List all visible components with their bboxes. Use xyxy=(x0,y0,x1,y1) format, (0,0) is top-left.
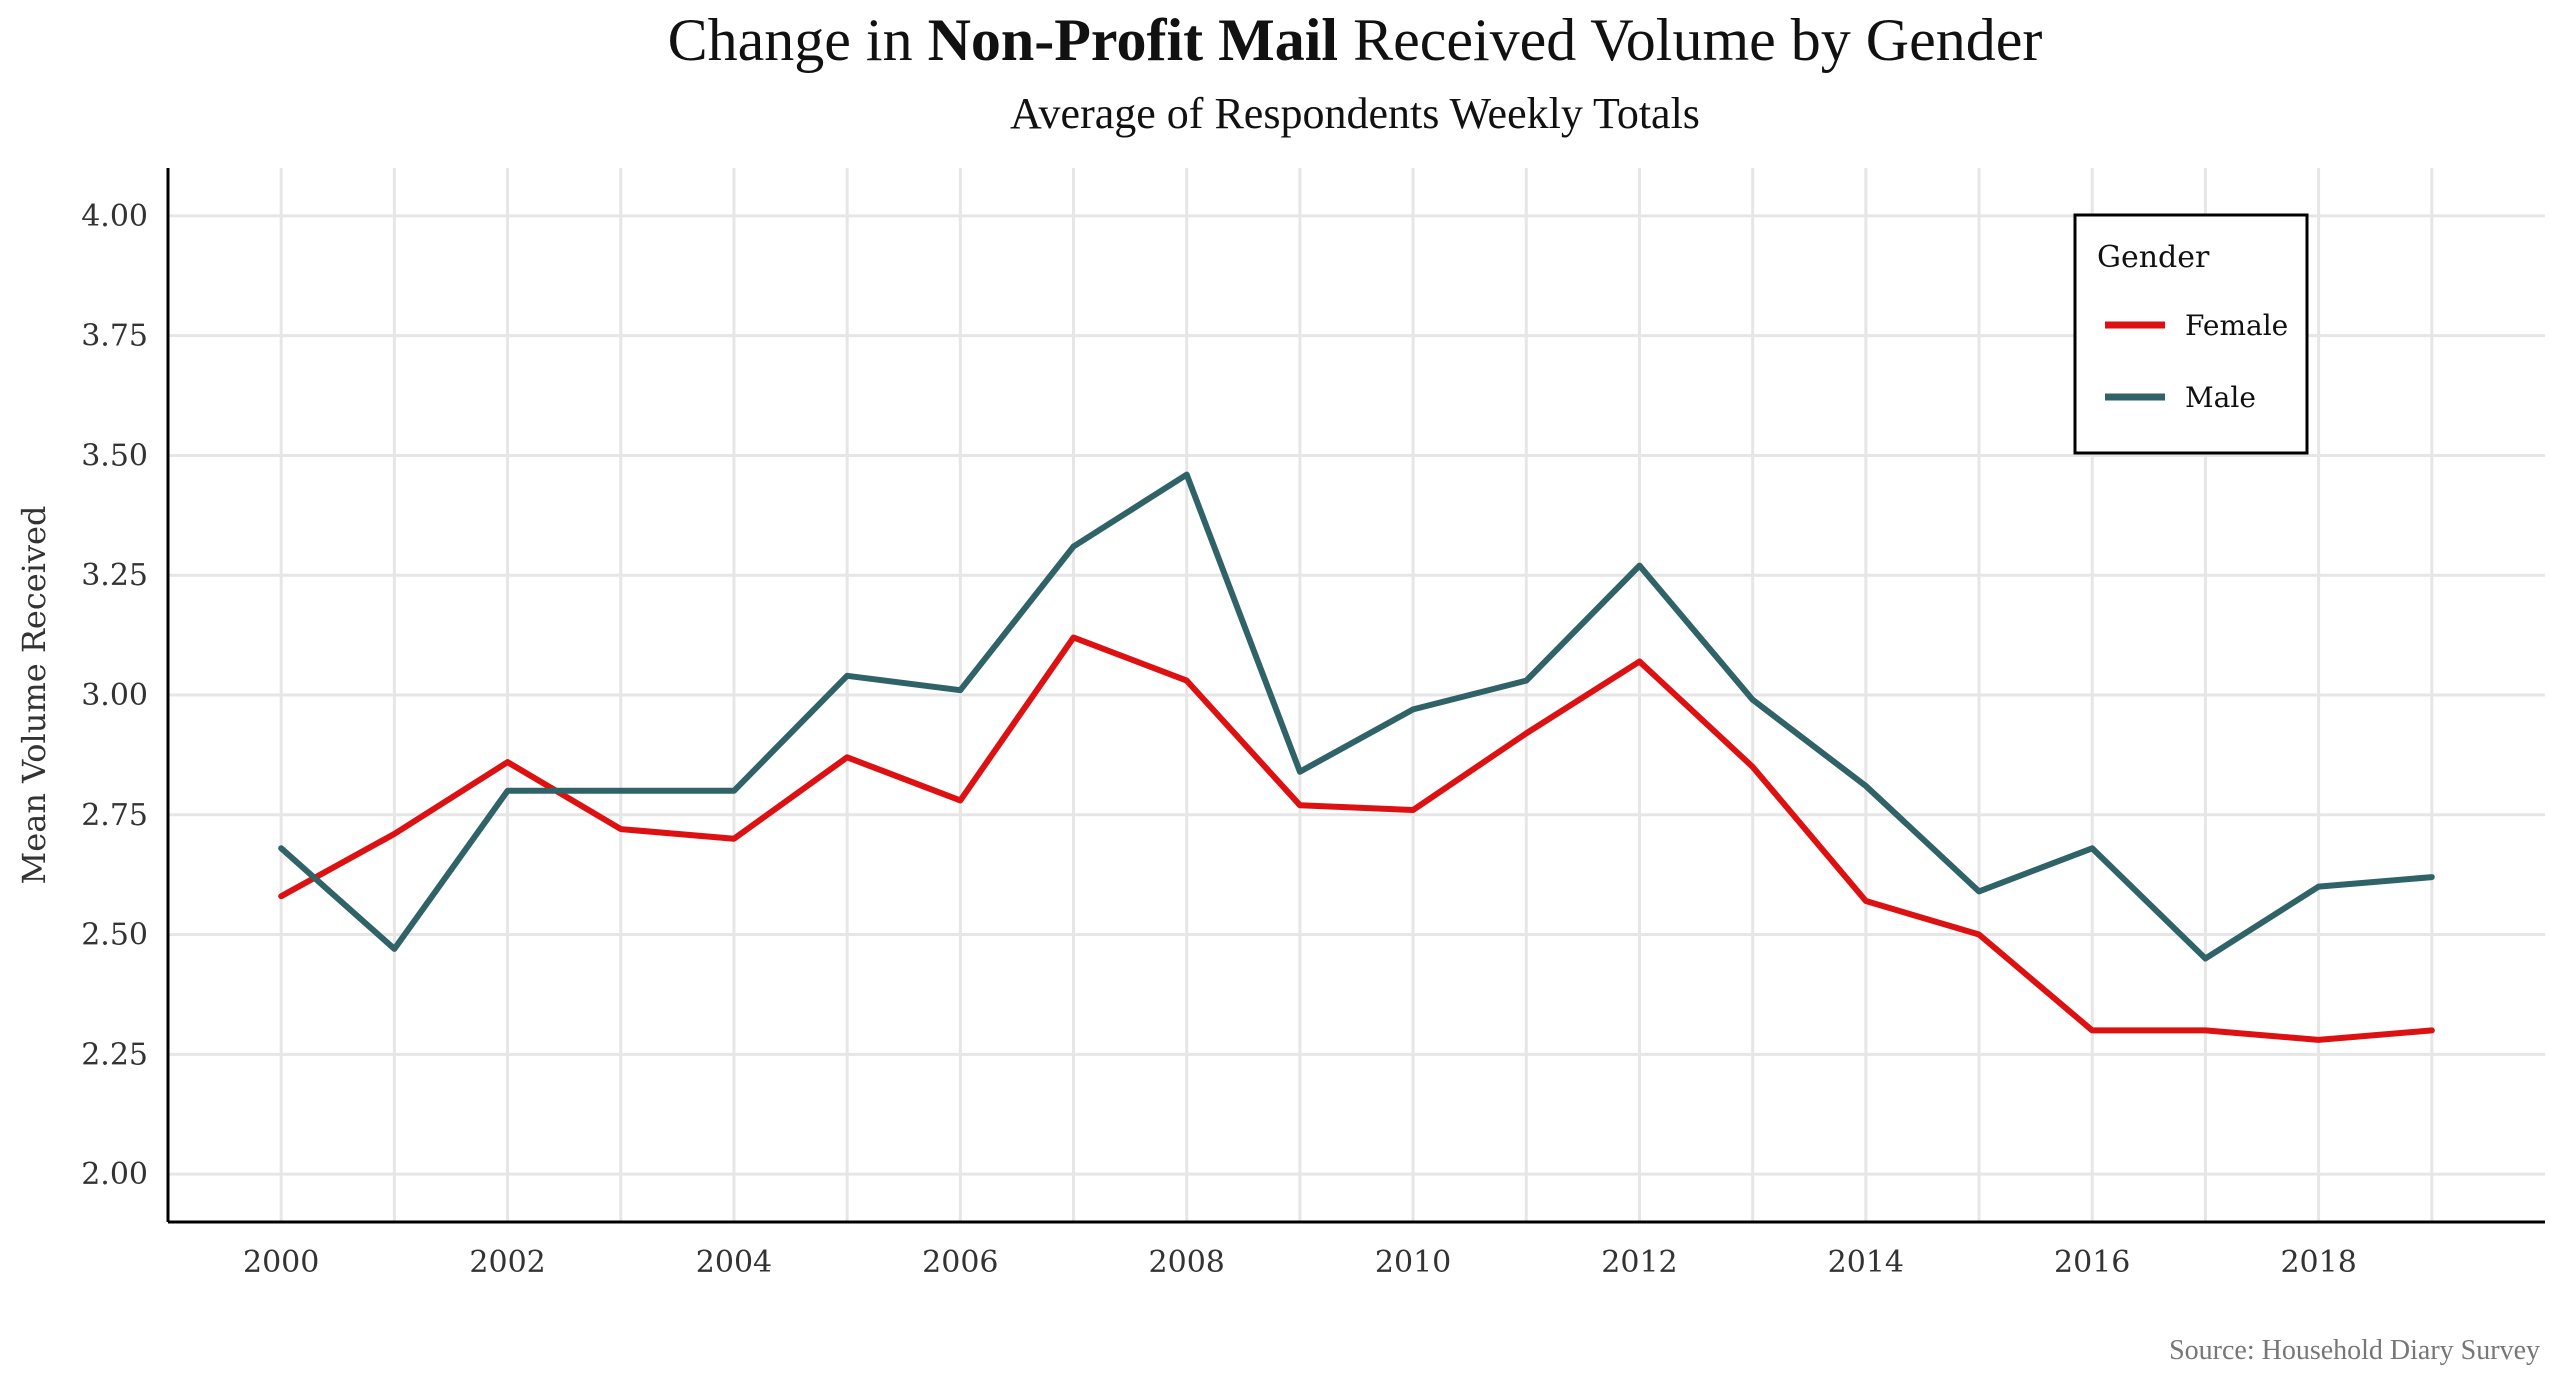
x-tick-label: 2018 xyxy=(2280,1245,2356,1280)
y-tick-label: 2.75 xyxy=(81,798,148,833)
tick-labels: 2.00 2.25 2.50 2.75 3.00 3.25 3.50 3.75 4.00 2000… xyxy=(81,199,2357,1280)
chart-subtitle: Average of Respondents Weekly Totals xyxy=(1010,89,1700,138)
y-tick-label: 4.00 xyxy=(81,199,148,234)
y-tick-label: 2.00 xyxy=(81,1157,148,1192)
series-lines xyxy=(278,471,2435,1043)
x-tick-label: 2006 xyxy=(922,1245,998,1280)
y-tick-label: 2.25 xyxy=(81,1037,148,1072)
series-line-female xyxy=(278,634,2435,1043)
y-tick-label: 3.00 xyxy=(81,678,148,713)
x-tick-label: 2008 xyxy=(1149,1245,1225,1280)
series-line-male xyxy=(278,471,2435,962)
y-tick-label: 2.50 xyxy=(81,918,148,953)
legend: Gender Female Male xyxy=(2073,213,2309,455)
chart-title-suffix: Received Volume by Gender xyxy=(1338,7,2043,73)
y-tick-label: 3.25 xyxy=(81,558,148,593)
x-tick-label: 2000 xyxy=(243,1245,319,1280)
legend-title: Gender xyxy=(2097,240,2210,275)
y-tick-label: 3.50 xyxy=(81,438,148,473)
chart-title-prefix: Change in xyxy=(667,7,928,73)
legend-label-male: Male xyxy=(2185,381,2256,414)
legend-box xyxy=(2073,213,2309,455)
axes xyxy=(166,168,2545,1224)
x-tick-label: 2002 xyxy=(469,1245,545,1280)
chart-title: Change in Non-Profit Mail Received Volum… xyxy=(0,6,2550,75)
x-tick-label: 2010 xyxy=(1375,1245,1451,1280)
x-tick-label: 2012 xyxy=(1601,1245,1677,1280)
x-tick-label: 2014 xyxy=(1828,1245,1904,1280)
y-tick-label: 3.75 xyxy=(81,319,148,354)
legend-items: Female Male xyxy=(2105,309,2288,414)
x-tick-label: 2004 xyxy=(696,1245,772,1280)
y-axis-title: Mean Volume Received xyxy=(15,506,53,885)
legend-label-female: Female xyxy=(2185,309,2288,342)
chart-source: Source: Household Diary Survey xyxy=(2169,1335,2540,1366)
chart-title-bold: Non-Profit Mail xyxy=(927,7,1339,73)
x-tick-label: 2016 xyxy=(2054,1245,2130,1280)
